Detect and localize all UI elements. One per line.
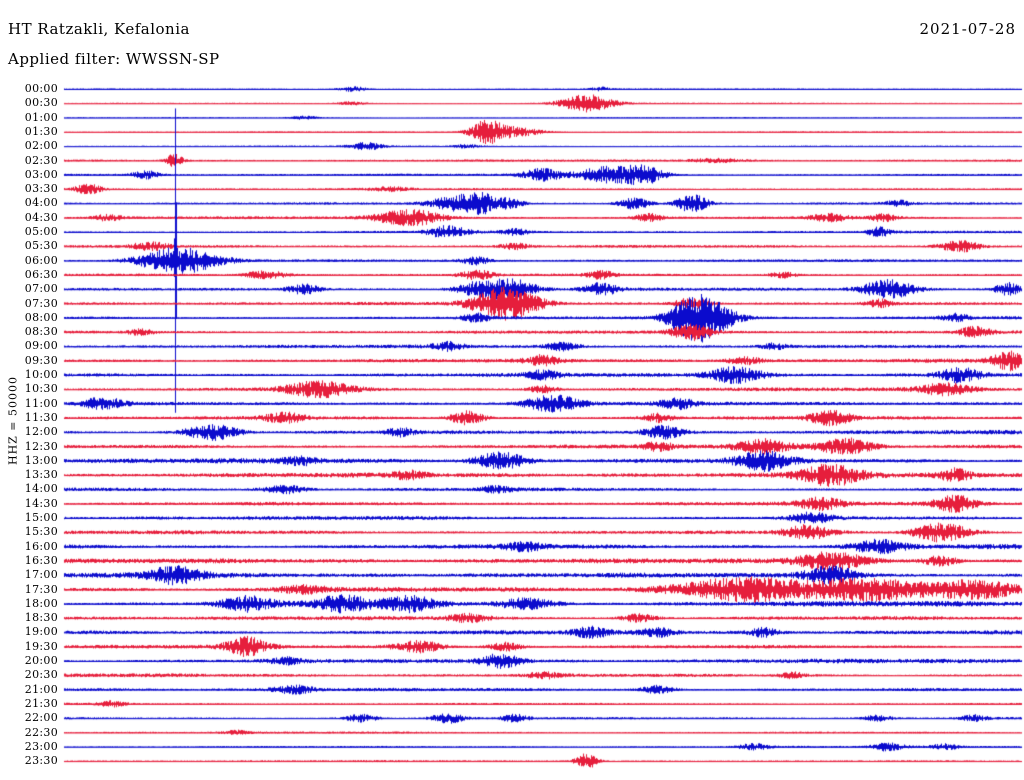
time-label: 17:30 xyxy=(24,582,58,596)
time-label: 16:30 xyxy=(24,553,58,567)
time-label: 20:30 xyxy=(24,668,58,682)
time-label: 13:30 xyxy=(24,468,58,482)
time-label: 23:30 xyxy=(24,754,58,768)
time-label: 00:30 xyxy=(24,96,58,110)
time-label: 17:00 xyxy=(24,568,58,582)
time-label: 11:00 xyxy=(24,396,58,410)
time-label: 04:00 xyxy=(24,196,58,210)
time-label: 09:00 xyxy=(24,339,58,353)
time-label: 13:00 xyxy=(24,453,58,467)
time-label: 14:30 xyxy=(24,496,58,510)
time-label: 00:00 xyxy=(24,82,58,95)
time-label: 02:00 xyxy=(24,139,58,153)
time-label: 12:00 xyxy=(24,425,58,439)
time-label: 20:00 xyxy=(24,654,58,667)
time-label: 19:30 xyxy=(24,639,58,653)
time-label: 05:00 xyxy=(24,225,58,238)
time-label: 07:30 xyxy=(24,296,58,310)
time-label: 16:00 xyxy=(24,539,58,553)
time-label: 05:30 xyxy=(24,239,58,253)
time-label: 06:00 xyxy=(24,253,58,267)
time-label: 04:30 xyxy=(24,210,58,224)
time-label: 23:00 xyxy=(24,739,58,753)
time-label: 22:30 xyxy=(24,725,58,739)
time-label: 12:30 xyxy=(24,439,58,453)
time-label: 21:30 xyxy=(24,696,58,710)
time-label: 10:00 xyxy=(24,368,58,381)
time-label: 08:30 xyxy=(24,325,58,339)
time-label: 21:00 xyxy=(24,682,58,696)
time-label: 14:00 xyxy=(24,482,58,496)
station-title: HT Ratzakli, Kefalonia xyxy=(8,20,190,38)
time-label: 19:00 xyxy=(24,625,58,639)
time-label: 07:00 xyxy=(24,282,58,296)
time-label: 01:00 xyxy=(24,110,58,124)
filter-label: Applied filter: WWSSN-SP xyxy=(8,50,220,68)
time-label: 09:30 xyxy=(24,353,58,367)
time-label: 03:00 xyxy=(24,167,58,181)
time-label: 03:30 xyxy=(24,182,58,196)
time-label: 02:30 xyxy=(24,153,58,167)
time-label: 01:30 xyxy=(24,124,58,138)
time-label: 10:30 xyxy=(24,382,58,396)
time-label: 06:30 xyxy=(24,267,58,281)
time-label: 18:00 xyxy=(24,596,58,610)
plot-date: 2021-07-28 xyxy=(919,20,1016,38)
time-label: 15:30 xyxy=(24,525,58,539)
time-label: 18:30 xyxy=(24,611,58,625)
time-label: 15:00 xyxy=(24,511,58,524)
time-label: 08:00 xyxy=(24,310,58,324)
time-label: 11:30 xyxy=(24,410,58,424)
time-label: 22:00 xyxy=(24,711,58,725)
